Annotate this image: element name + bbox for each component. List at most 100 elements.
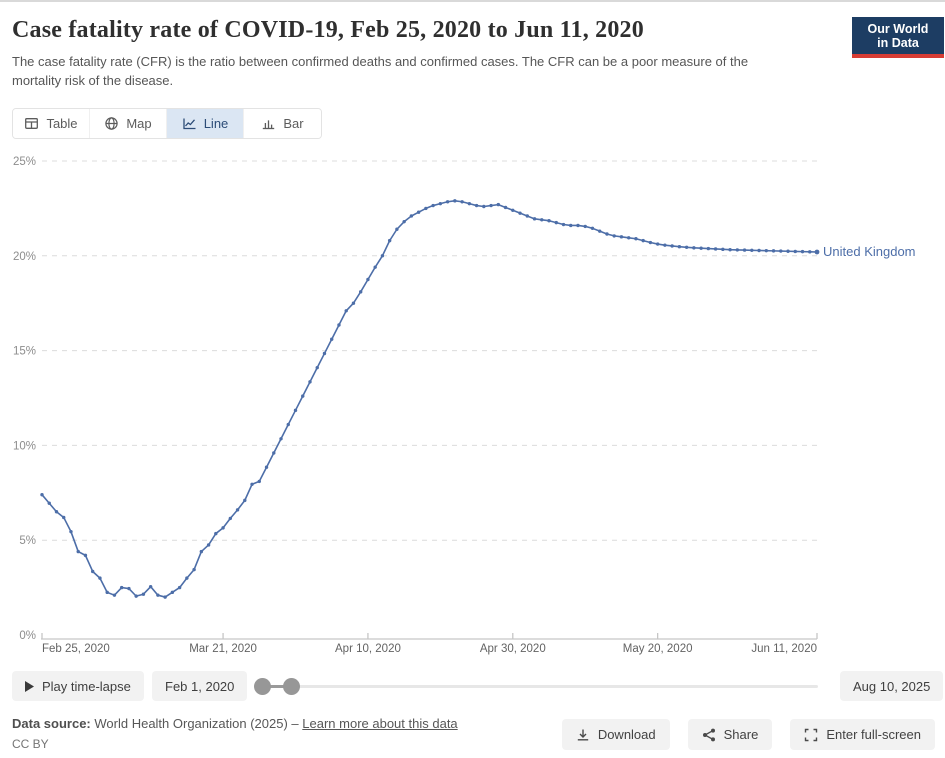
series-point xyxy=(641,238,645,243)
series-point xyxy=(619,235,624,239)
line-chart-icon xyxy=(183,118,196,130)
series-point xyxy=(243,498,247,503)
series-point xyxy=(293,408,298,413)
y-axis-tick-label: 10% xyxy=(13,440,36,452)
series-point xyxy=(206,543,211,547)
series-point xyxy=(380,254,385,258)
tab-map[interactable]: Map xyxy=(90,109,167,138)
series-point xyxy=(322,351,327,356)
series-point xyxy=(156,593,160,597)
series-point xyxy=(684,245,689,249)
slider-track[interactable] xyxy=(262,685,818,688)
x-axis-tick-label: May 20, 2020 xyxy=(623,643,693,655)
tab-bar[interactable]: Bar xyxy=(244,109,321,138)
series-point xyxy=(272,451,276,455)
slider-selected-range[interactable] xyxy=(262,685,291,688)
series-point xyxy=(185,576,189,580)
play-timelapse-button[interactable]: Play time-lapse xyxy=(12,671,144,701)
series-point xyxy=(808,250,812,254)
timeline-slider xyxy=(254,671,818,701)
series-point xyxy=(431,203,435,208)
learn-more-link[interactable]: Learn more about this data xyxy=(302,716,458,731)
series-label-united-kingdom[interactable]: United Kingdom xyxy=(823,244,916,259)
series-point xyxy=(525,214,529,218)
series-point xyxy=(214,531,218,536)
series-point xyxy=(532,217,537,221)
share-button[interactable]: Share xyxy=(687,719,773,750)
series-point xyxy=(119,585,124,590)
data-source-text: World Health Organization (2025) xyxy=(94,716,288,731)
series-point xyxy=(786,249,790,253)
series-point xyxy=(460,200,464,204)
series-point xyxy=(387,238,392,243)
timeline-start-button[interactable]: Feb 1, 2020 xyxy=(152,671,248,701)
series-point xyxy=(199,549,204,554)
series-point xyxy=(742,248,747,252)
enter-fullscreen-button[interactable]: Enter full-screen xyxy=(790,719,935,750)
series-point xyxy=(127,586,131,591)
series-point xyxy=(554,220,558,225)
bar-chart-icon xyxy=(263,120,275,130)
series-point xyxy=(250,482,254,486)
owid-logo-line1: Our World xyxy=(867,22,929,36)
series-point xyxy=(330,337,334,341)
series-point xyxy=(771,249,776,253)
timeline-end-button[interactable]: Aug 10, 2025 xyxy=(840,671,944,701)
series-point xyxy=(308,380,312,384)
owid-logo[interactable]: Our World in Data xyxy=(852,17,944,58)
series-point xyxy=(706,246,711,251)
chart-subtitle: The case fatality rate (CFR) is the rati… xyxy=(12,54,749,88)
series-point xyxy=(518,211,522,215)
series-point xyxy=(663,243,667,247)
series-point xyxy=(98,576,102,580)
series-point xyxy=(54,510,59,514)
series-point xyxy=(69,529,73,534)
series-point xyxy=(634,237,638,241)
page-title: Case fatality rate of COVID-19, Feb 25, … xyxy=(12,17,644,43)
slider-handle-start[interactable] xyxy=(254,678,271,695)
series-point xyxy=(301,394,305,398)
series-point xyxy=(598,229,602,233)
download-icon xyxy=(577,729,589,740)
series-point xyxy=(489,203,493,208)
download-button[interactable]: Download xyxy=(561,719,670,750)
series-point xyxy=(496,202,501,207)
series-point xyxy=(467,201,472,206)
series-point xyxy=(192,567,196,572)
series-point xyxy=(721,247,725,252)
series-point xyxy=(83,553,88,558)
download-label: Download xyxy=(597,727,656,742)
series-point xyxy=(764,248,768,253)
y-axis-tick-label: 20% xyxy=(13,251,36,263)
series-point xyxy=(482,204,486,209)
slider-handle-end[interactable] xyxy=(283,678,300,695)
y-axis-tick-label: 0% xyxy=(19,630,36,642)
tab-bar-label: Bar xyxy=(283,116,304,131)
view-tabs: Table Map Line Bar xyxy=(12,108,322,139)
series-point xyxy=(605,232,609,236)
series-point xyxy=(344,309,348,313)
series-point xyxy=(395,227,399,231)
data-source-prefix: Data source: xyxy=(12,716,91,731)
series-point xyxy=(576,223,580,228)
series-line-united-kingdom[interactable] xyxy=(41,200,818,598)
series-point xyxy=(351,301,356,305)
series-point xyxy=(148,584,153,589)
series-point xyxy=(590,226,595,231)
series-point xyxy=(40,492,44,497)
line-chart[interactable]: 0% 5% 10% 15% 20% 25% Feb 25, 2020 Mar 21, 2020… xyxy=(0,148,945,662)
series-point xyxy=(713,247,718,251)
series-point xyxy=(511,208,515,212)
series-point xyxy=(47,501,51,505)
share-icon xyxy=(702,728,715,741)
owid-logo-line2: in Data xyxy=(877,36,919,50)
series-point xyxy=(561,222,566,227)
play-icon xyxy=(25,680,34,692)
tab-line[interactable]: Line xyxy=(167,109,244,138)
series-point xyxy=(286,422,290,427)
table-icon xyxy=(25,118,39,129)
tab-table[interactable]: Table xyxy=(13,109,90,138)
y-axis-tick-label: 25% xyxy=(13,156,36,168)
series-point xyxy=(757,248,761,253)
